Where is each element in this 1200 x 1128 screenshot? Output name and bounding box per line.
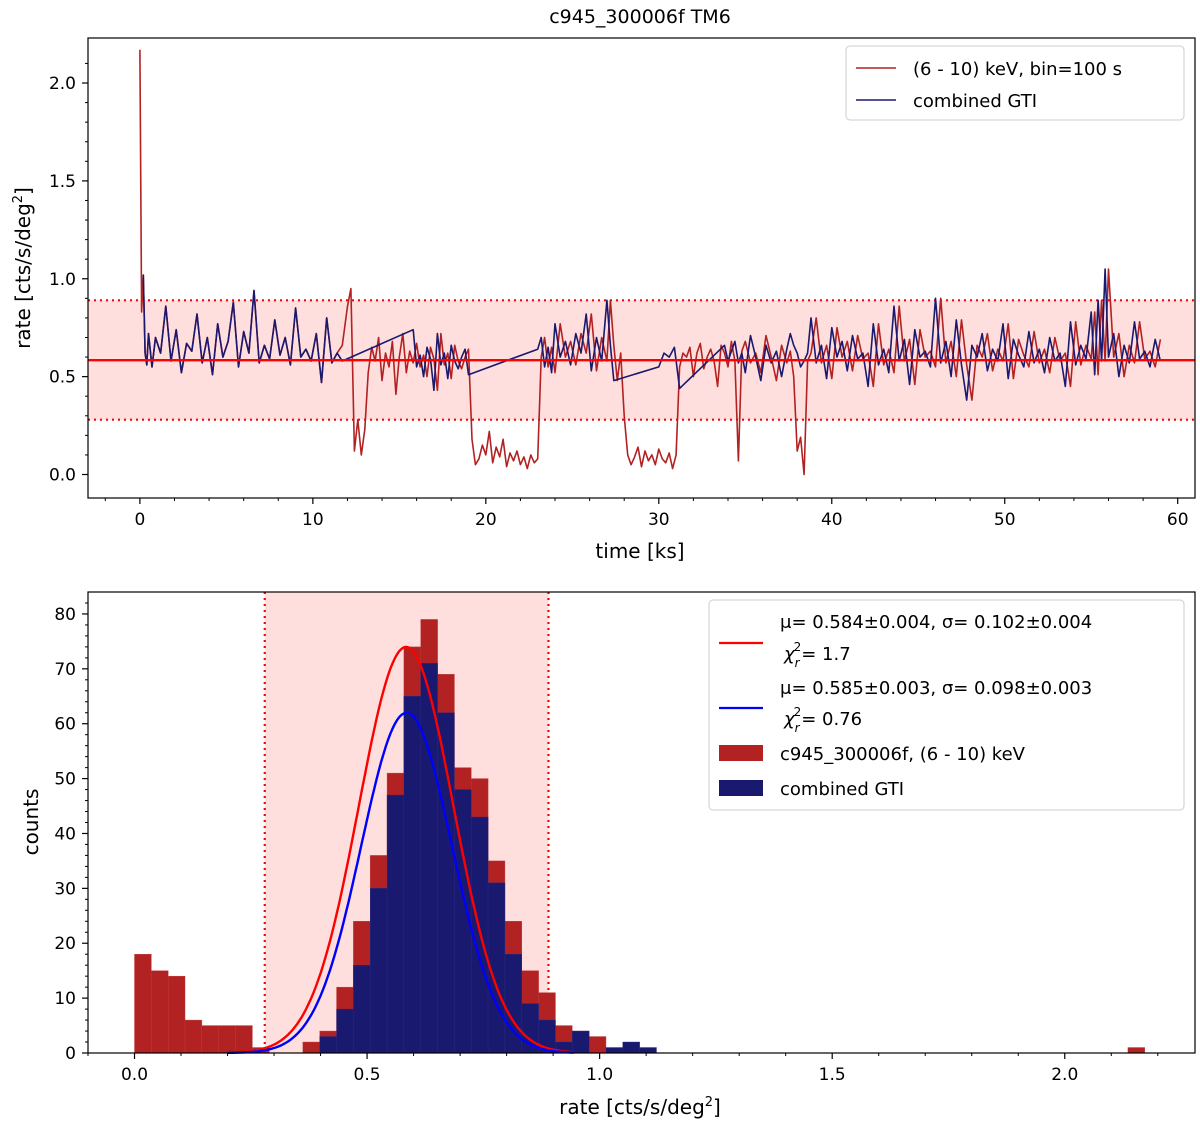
bottom-y-tick-label: 30 xyxy=(54,879,76,899)
raw-histogram-bar xyxy=(1127,1047,1145,1054)
bottom-legend-fit-gti-line1: μ= 0.585±0.003, σ= 0.098±0.003 xyxy=(780,678,1092,699)
bottom-y-tick-label: 10 xyxy=(54,989,76,1009)
gti-histogram-bar xyxy=(639,1047,657,1054)
gti-histogram-bar xyxy=(605,1047,624,1054)
gti-histogram-bar xyxy=(353,964,371,1054)
raw-histogram-bar xyxy=(184,1019,203,1054)
top-y-tick-label: 0.5 xyxy=(49,368,76,388)
bottom-legend-label-gti: combined GTI xyxy=(780,779,904,800)
bottom-x-axis-label: rate [cts/s/deg2] xyxy=(559,1095,721,1119)
bottom-legend-swatch-gti xyxy=(719,780,763,796)
top-x-tick-label: 20 xyxy=(475,510,497,530)
bottom-legend-fit-raw-line2: χr2= 1.7 xyxy=(783,640,851,670)
gaussian-fit-gti xyxy=(227,711,575,1055)
bottom-legend-fit-gti-line2: χr2= 0.76 xyxy=(783,705,862,735)
raw-histogram-bar xyxy=(302,1041,320,1054)
top-x-tick-label: 0 xyxy=(134,510,145,530)
bottom-x-tick-label: 0.0 xyxy=(121,1065,148,1085)
bottom-x-tick-label: 1.5 xyxy=(819,1065,846,1085)
bottom-x-tick-label: 1.0 xyxy=(586,1065,613,1085)
bottom-legend-label-raw: c945_300006f, (6 - 10) keV xyxy=(780,744,1026,765)
raw-histogram-bar xyxy=(134,954,152,1054)
gti-histogram-bar xyxy=(420,663,438,1054)
top-y-tick-label: 1.0 xyxy=(49,270,76,290)
top-y-tick-label: 2.0 xyxy=(49,74,76,94)
bottom-panel: 0.0 0.5 1.0 1.5 2.0 0 10 20 30 40 50 60 70 80 rate [… xyxy=(19,591,1196,1119)
bottom-legend-fit-raw-line1: μ= 0.584±0.004, σ= 0.102±0.004 xyxy=(780,612,1092,633)
top-x-axis: 0 10 20 30 40 50 60 xyxy=(104,498,1189,530)
raw-histogram-bar xyxy=(167,975,186,1054)
top-x-tick-label: 60 xyxy=(1167,510,1189,530)
bottom-x-axis: 0.0 0.5 1.0 1.5 2.0 xyxy=(87,1053,1159,1085)
bottom-legend: μ= 0.584±0.004, σ= 0.102±0.004 χr2= 1.7 … xyxy=(708,599,1185,811)
bottom-y-tick-label: 40 xyxy=(54,824,76,844)
raw-histogram-bar xyxy=(235,1025,253,1054)
top-legend-label-raw: (6 - 10) keV, bin=100 s xyxy=(913,59,1122,80)
gti-histogram-bar xyxy=(336,1008,354,1054)
bottom-x-tick-label: 0.5 xyxy=(354,1065,381,1085)
bottom-y-axis-label: counts xyxy=(19,789,43,856)
top-x-tick-label: 10 xyxy=(302,510,324,530)
top-y-axis: 0.0 0.5 1.0 1.5 2.0 xyxy=(49,62,88,486)
top-x-tick-label: 50 xyxy=(994,510,1016,530)
top-x-tick-label: 40 xyxy=(821,510,843,530)
raw-histogram-bar xyxy=(588,1036,607,1054)
bottom-y-tick-label: 70 xyxy=(54,660,76,680)
gti-histogram-bar xyxy=(319,1036,337,1054)
top-plot-frame xyxy=(87,37,1196,499)
bottom-y-tick-label: 0 xyxy=(65,1044,76,1064)
raw-histogram-bar xyxy=(201,1025,219,1054)
bottom-y-tick-label: 60 xyxy=(54,715,76,735)
top-panel: c945_300006f TM6 0 10 20 30 40 50 60 0.0 0.5 1.0… xyxy=(11,6,1196,563)
top-y-axis-label: rate [cts/s/deg2] xyxy=(11,187,35,349)
bottom-y-tick-label: 20 xyxy=(54,934,76,954)
gaussian-fit-raw xyxy=(227,645,575,1054)
gti-histogram-bar xyxy=(622,1041,640,1054)
bottom-gaussian-fits xyxy=(227,645,575,1055)
top-legend: (6 - 10) keV, bin=100 s combined GTI xyxy=(845,45,1185,121)
raw-histogram-bar xyxy=(151,970,169,1054)
gti-histogram-bar xyxy=(370,888,388,1054)
top-x-axis-label: time [ks] xyxy=(595,539,684,563)
gti-histogram-bar xyxy=(403,696,421,1054)
bottom-legend-swatch-raw xyxy=(719,745,763,761)
bottom-x-tick-label: 2.0 xyxy=(1051,1065,1078,1085)
top-y-tick-label: 1.5 xyxy=(49,172,76,192)
chart-title: c945_300006f TM6 xyxy=(549,6,731,28)
bottom-y-axis: 0 10 20 30 40 50 60 70 80 xyxy=(54,602,88,1064)
gti-histogram-bar xyxy=(386,794,405,1054)
bottom-y-tick-label: 50 xyxy=(54,770,76,790)
bottom-y-tick-label: 80 xyxy=(54,605,76,625)
gti-histogram-bar xyxy=(572,1030,590,1054)
top-x-tick-label: 30 xyxy=(648,510,670,530)
raw-histogram-bar xyxy=(218,1025,236,1054)
top-legend-label-gti: combined GTI xyxy=(913,91,1037,112)
top-y-tick-label: 0.0 xyxy=(49,466,76,486)
